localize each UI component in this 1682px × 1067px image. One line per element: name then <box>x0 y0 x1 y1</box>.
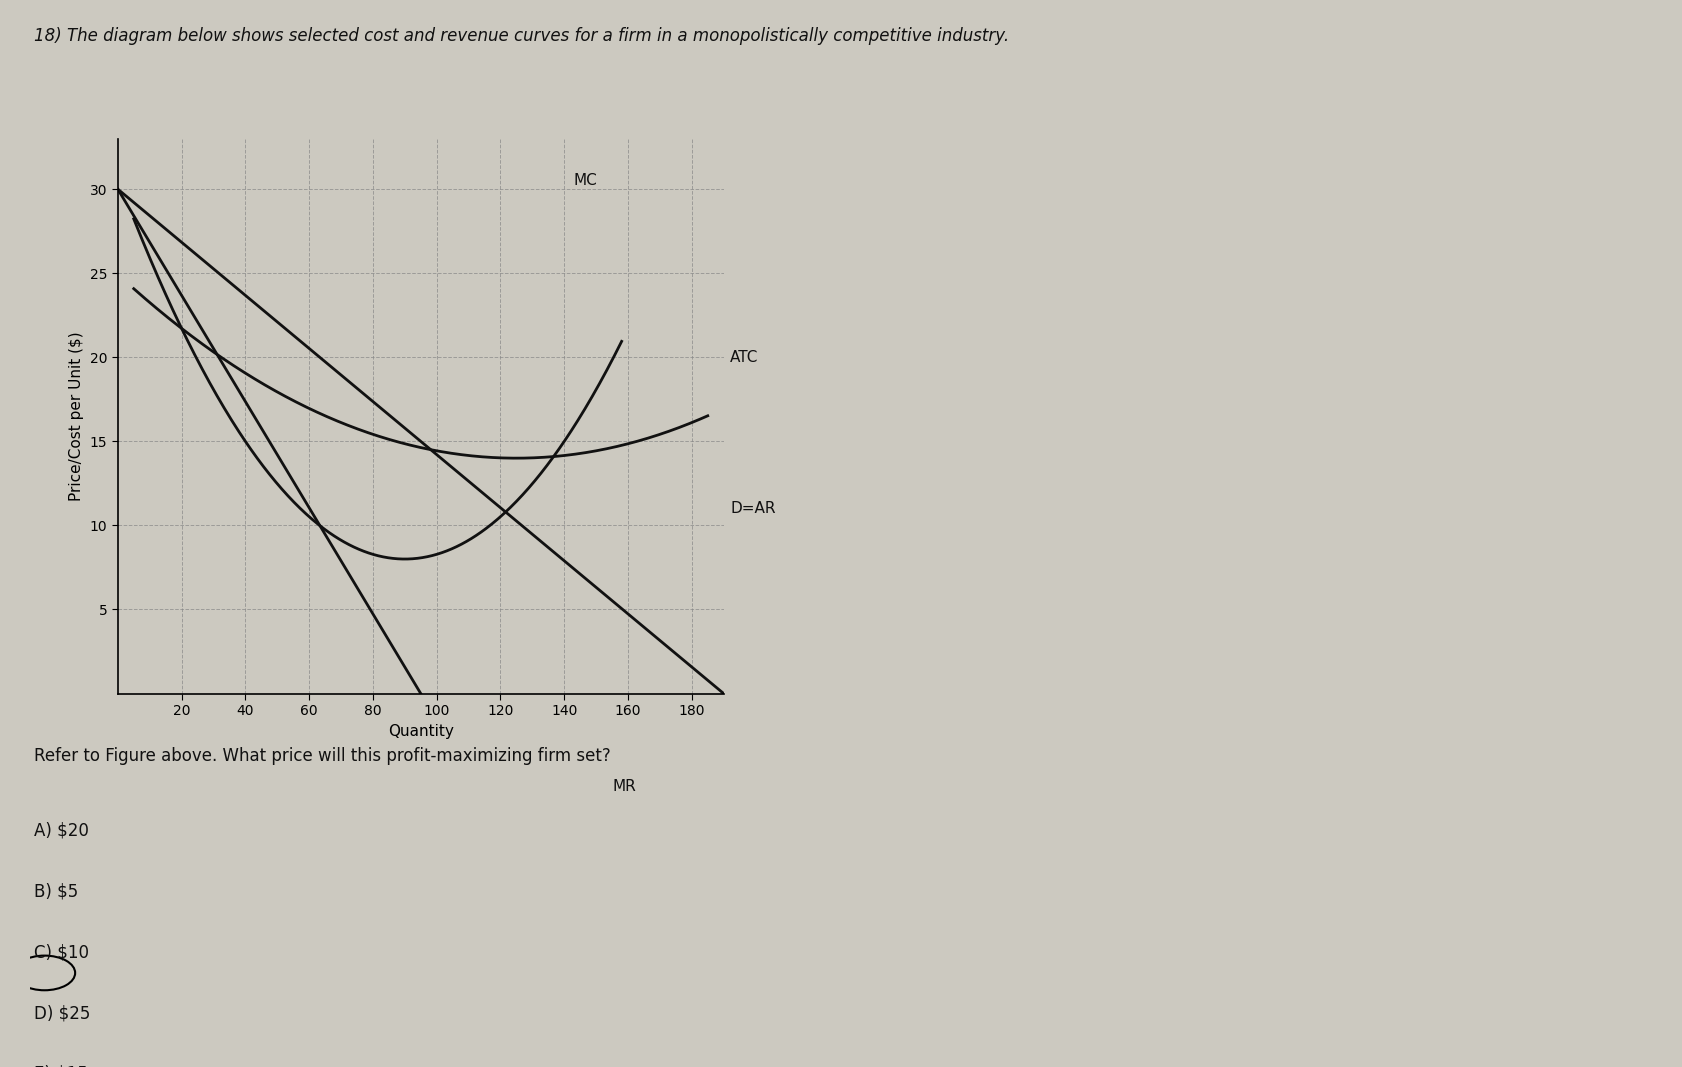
Text: MR: MR <box>612 779 636 794</box>
Text: 18) The diagram below shows selected cost and revenue curves for a firm in a mon: 18) The diagram below shows selected cos… <box>34 27 1008 45</box>
Text: Refer to Figure above. What price will this profit-maximizing firm set?: Refer to Figure above. What price will t… <box>34 747 611 765</box>
Y-axis label: Price/Cost per Unit ($): Price/Cost per Unit ($) <box>69 332 84 500</box>
X-axis label: Quantity: Quantity <box>387 723 454 738</box>
Text: D) $25: D) $25 <box>34 1004 89 1022</box>
Text: E) $15: E) $15 <box>34 1065 87 1067</box>
Text: A) $20: A) $20 <box>34 822 89 840</box>
Text: B) $5: B) $5 <box>34 882 77 901</box>
Text: D=AR: D=AR <box>730 501 775 516</box>
Text: MC: MC <box>574 173 597 188</box>
Text: C) $10: C) $10 <box>34 943 89 961</box>
Text: ATC: ATC <box>730 350 759 365</box>
